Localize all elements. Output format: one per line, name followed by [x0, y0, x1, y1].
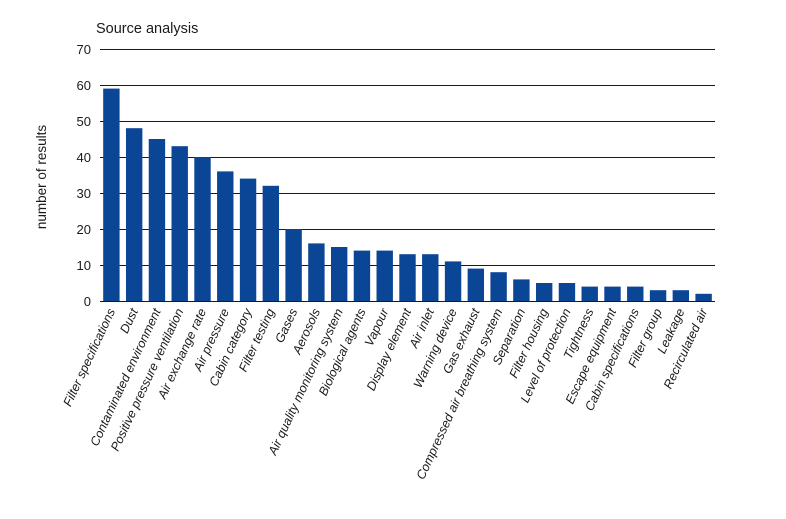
bars — [103, 88, 712, 301]
bar — [490, 272, 507, 301]
bar — [285, 229, 302, 301]
bar — [627, 286, 644, 301]
chart-title: Source analysis — [96, 21, 198, 37]
bar — [672, 290, 690, 301]
y-tick-label: 70 — [77, 42, 91, 57]
y-tick-label: 10 — [77, 258, 91, 273]
bar — [513, 279, 530, 301]
bar — [148, 139, 166, 301]
bar — [330, 247, 348, 301]
x-tick-label: Dust — [117, 306, 141, 336]
y-tick-label: 60 — [77, 78, 91, 93]
bar — [217, 171, 234, 301]
bar — [194, 157, 211, 301]
bar — [262, 185, 280, 301]
bar — [695, 293, 712, 301]
bar — [103, 88, 120, 301]
y-tick-label: 50 — [77, 114, 91, 129]
y-axis-label: number of results — [34, 125, 49, 230]
y-axis-ticks: 0 10 20 30 40 50 60 70 — [77, 42, 91, 309]
bar — [444, 261, 462, 301]
bar — [239, 178, 257, 301]
y-tick-label: 40 — [77, 150, 91, 165]
bar — [558, 283, 576, 301]
bar — [308, 243, 325, 301]
bar — [353, 250, 371, 301]
x-tick-label: Display element — [364, 306, 414, 393]
bar — [422, 254, 439, 301]
y-tick-label: 0 — [84, 294, 91, 309]
bar — [649, 290, 667, 301]
bar — [467, 268, 485, 301]
bar — [604, 286, 621, 301]
bar — [581, 286, 598, 301]
bar — [376, 250, 393, 301]
bar — [171, 146, 188, 301]
bar — [399, 254, 416, 301]
bar — [535, 283, 553, 301]
bar — [125, 128, 143, 301]
y-tick-label: 30 — [77, 186, 91, 201]
y-tick-label: 20 — [77, 222, 91, 237]
